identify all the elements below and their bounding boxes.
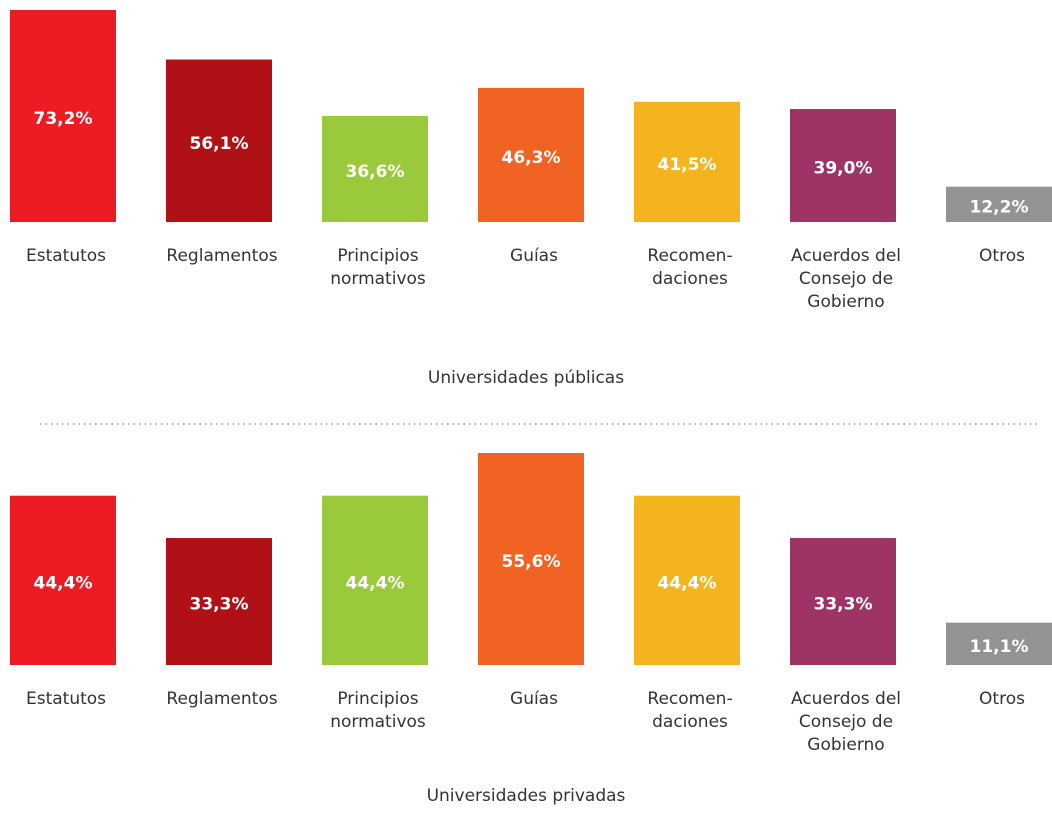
category-label: normativos xyxy=(330,269,426,289)
category-label: Otros xyxy=(979,689,1025,709)
category-label: Consejo de xyxy=(799,712,893,732)
category-label: Recomen- xyxy=(647,689,732,709)
bar xyxy=(166,538,272,665)
value-label: 41,5% xyxy=(658,155,717,175)
category-label: Reglamentos xyxy=(166,689,277,709)
bar xyxy=(946,622,1052,665)
value-label: 11,1% xyxy=(970,637,1029,657)
value-label: 44,4% xyxy=(34,573,93,593)
bar xyxy=(10,495,116,665)
category-label: normativos xyxy=(330,712,426,732)
bar xyxy=(634,101,740,222)
bar xyxy=(322,116,428,222)
value-label: 39,0% xyxy=(814,159,873,179)
chart-title: Universidades públicas xyxy=(428,368,624,388)
category-label: Recomen- xyxy=(647,246,732,266)
value-label: 33,3% xyxy=(190,595,249,615)
value-label: 36,6% xyxy=(346,162,405,182)
value-label: 46,3% xyxy=(502,148,561,168)
value-label: 33,3% xyxy=(814,595,873,615)
category-label: Principios xyxy=(337,246,418,266)
category-label: Acuerdos del xyxy=(791,689,901,709)
category-label: Guías xyxy=(510,689,558,709)
category-label: Principios xyxy=(337,689,418,709)
bar xyxy=(790,538,896,665)
category-label: Estatutos xyxy=(26,246,106,266)
category-label: Acuerdos del xyxy=(791,246,901,266)
bar xyxy=(634,495,740,665)
bar xyxy=(322,495,428,665)
category-label: daciones xyxy=(652,269,728,289)
value-label: 44,4% xyxy=(658,573,717,593)
bar xyxy=(166,59,272,222)
category-label: Estatutos xyxy=(26,689,106,709)
value-label: 55,6% xyxy=(502,552,561,572)
bar xyxy=(478,453,584,665)
category-label: Consejo de xyxy=(799,269,893,289)
value-label: 56,1% xyxy=(190,134,249,154)
value-label: 44,4% xyxy=(346,573,405,593)
category-label: Gobierno xyxy=(807,292,884,312)
category-label: daciones xyxy=(652,712,728,732)
bar xyxy=(10,10,116,222)
category-label: Guías xyxy=(510,246,558,266)
value-label: 12,2% xyxy=(970,197,1029,217)
chart-title: Universidades privadas xyxy=(427,786,626,806)
category-label: Gobierno xyxy=(807,735,884,755)
category-label: Reglamentos xyxy=(166,246,277,266)
bar xyxy=(790,109,896,222)
bar xyxy=(478,87,584,222)
bar xyxy=(946,186,1052,222)
category-label: Otros xyxy=(979,246,1025,266)
value-label: 73,2% xyxy=(34,109,93,129)
